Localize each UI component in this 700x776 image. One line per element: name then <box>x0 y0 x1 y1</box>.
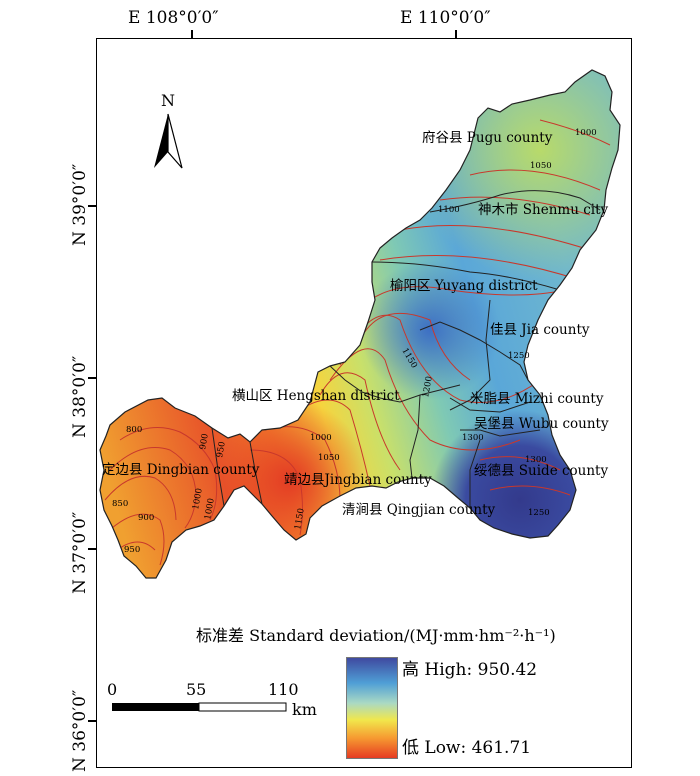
contour-label: 1050 <box>530 161 552 171</box>
longitude-label-110: E 110°0′0″ <box>400 8 491 28</box>
region-label-shenmu: 神木市 Shenmu city <box>478 201 609 218</box>
legend-title: 标准差 Standard deviation/(MJ·mm·hm⁻²·h⁻¹) <box>196 626 556 645</box>
legend-high-value: 高 High: 950.42 <box>402 660 538 680</box>
region-label-mizhi: 米脂县 Mizhi county <box>470 391 604 407</box>
longitude-label-108: E 108°0′0″ <box>128 8 219 28</box>
legend-low-value: 低 Low: 461.71 <box>402 738 532 758</box>
region-label-yuyang: 榆阳区 Yuyang district <box>390 278 538 294</box>
scale-tick-55: 55 <box>186 680 207 699</box>
contour-label: 950 <box>215 441 228 459</box>
contour-label: 1100 <box>438 205 460 215</box>
contour-label: 1000 <box>203 497 217 520</box>
contour-labels: 1000 1050 1100 1150 1200 1250 1300 1250 … <box>112 128 597 555</box>
contour-label: 1250 <box>528 508 550 518</box>
contour-label: 1250 <box>508 351 530 361</box>
scale-bar <box>112 702 287 712</box>
tick-left-39 <box>88 205 96 207</box>
region-label-pugu: 府谷县 Pugu county <box>422 130 553 146</box>
region-labels: 府谷县 Pugu county 神木市 Shenmu city 榆阳区 Yuya… <box>102 130 609 518</box>
contour-label: 950 <box>124 545 140 555</box>
contour-label: 1300 <box>462 433 484 443</box>
north-arrow-label: N <box>161 91 175 110</box>
region-label-wubu: 吴堡县 Wubu county <box>474 416 609 432</box>
contour-label: 1050 <box>318 453 340 463</box>
contour-label: 900 <box>198 433 211 451</box>
region-label-suide: 绥德县 Suide county <box>474 463 608 479</box>
scale-unit: km <box>292 700 317 719</box>
contour-label: 800 <box>126 425 142 435</box>
north-arrow-icon: N <box>154 91 183 169</box>
contour-label: 850 <box>112 499 128 509</box>
contour-label: 1000 <box>191 487 205 510</box>
contour-lines <box>104 119 611 566</box>
contour-label: 1000 <box>310 433 332 443</box>
region-label-dingbian: 定边县 Dingbian county <box>102 462 260 478</box>
contour-label: 1300 <box>525 455 547 465</box>
contour-label: 1000 <box>575 128 597 138</box>
tick-left-38 <box>88 377 96 379</box>
tick-top-108 <box>191 30 193 38</box>
scale-tick-0: 0 <box>107 680 118 699</box>
region-label-qingjian: 清涧县 Qingjian county <box>342 502 496 518</box>
scale-tick-110: 110 <box>268 680 299 699</box>
contour-label: 1150 <box>293 507 307 530</box>
tick-left-37 <box>88 548 96 550</box>
region-label-hengshan: 横山区 Hengshan district <box>232 388 400 404</box>
tick-left-36 <box>88 720 96 722</box>
region-label-jia: 佳县 Jia county <box>490 322 590 338</box>
legend-color-ramp <box>346 657 398 759</box>
tick-top-110 <box>455 30 457 38</box>
contour-label: 900 <box>138 513 154 523</box>
region-label-jingbian: 靖边县Jingbian county <box>284 472 432 488</box>
contour-label: 1200 <box>421 375 435 398</box>
